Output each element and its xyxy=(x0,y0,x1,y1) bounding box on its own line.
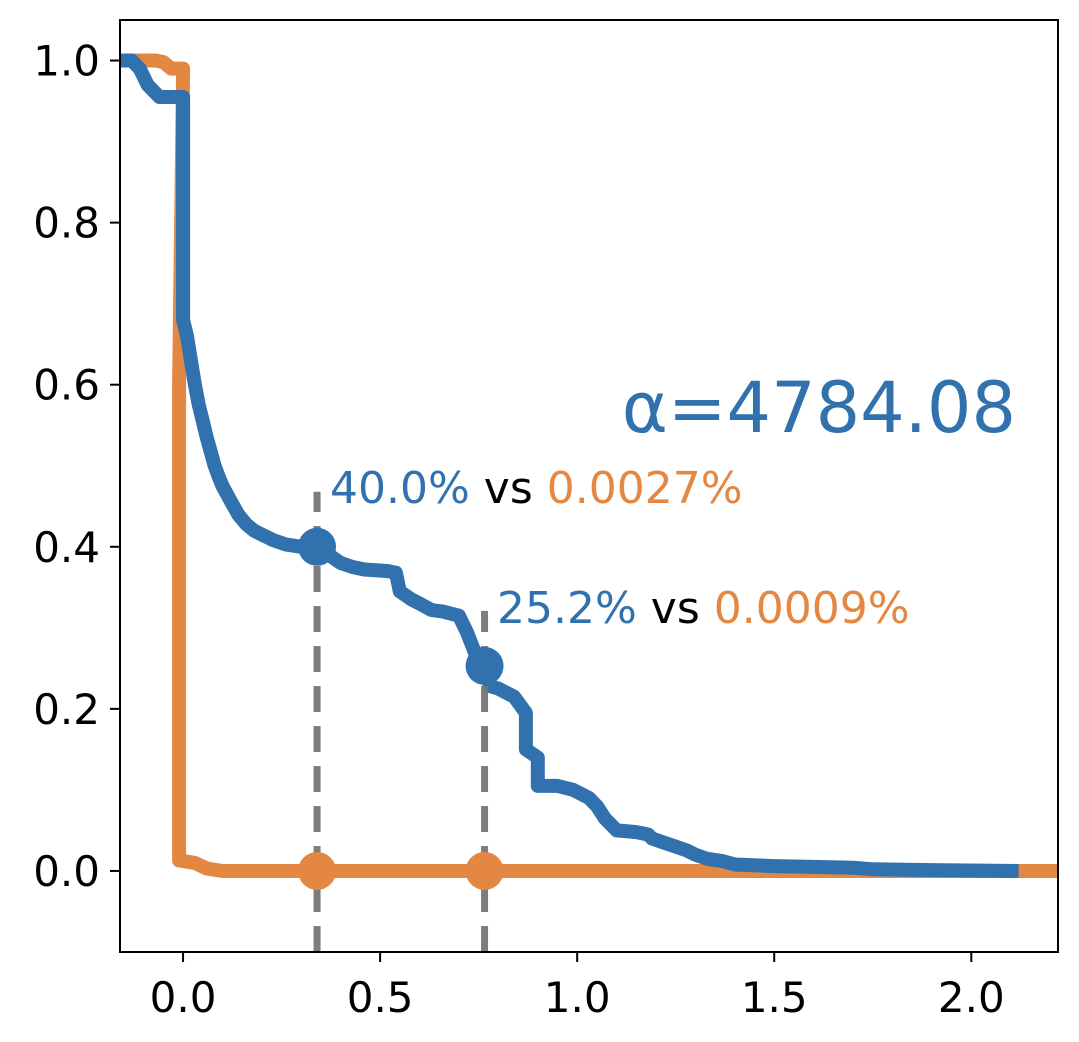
x-tick-label: 2.0 xyxy=(938,973,1005,1022)
x-tick-label: 1.5 xyxy=(741,973,808,1022)
threshold-label-space xyxy=(533,463,547,514)
y-tick-label: 1.0 xyxy=(33,37,100,86)
orange-series-line xyxy=(120,53,1058,878)
threshold-layer xyxy=(298,491,504,952)
x-tick-label: 0.5 xyxy=(347,973,414,1022)
threshold-label-vs-word: vs xyxy=(651,583,700,634)
threshold-label-blue: 25.2% xyxy=(497,583,637,634)
blue-marker xyxy=(298,527,337,566)
threshold-label-vs xyxy=(470,463,484,514)
threshold-label-space xyxy=(700,583,714,634)
x-tick-label: 0.0 xyxy=(150,973,217,1022)
orange-marker xyxy=(465,851,504,890)
threshold-label-blue: 40.0% xyxy=(330,463,470,514)
threshold-label-orange: 0.0009% xyxy=(714,583,910,634)
alpha-annotation: α=4784.08 xyxy=(622,367,1016,449)
y-tick-label: 0.6 xyxy=(33,361,100,410)
threshold-label: 40.0% vs 0.0027% xyxy=(330,463,743,514)
ticks-layer: 0.0 0.5 1.0 1.5 2.0 0.0 0.2 0.4 0.6 0.8 1.0 xyxy=(33,37,1004,1022)
y-tick-label: 0.2 xyxy=(33,685,100,734)
threshold-label-vs xyxy=(637,583,651,634)
threshold-label: 25.2% vs 0.0009% xyxy=(497,583,910,634)
series-layer xyxy=(120,53,1058,878)
y-tick-label: 0.4 xyxy=(33,523,100,572)
x-tick-label: 1.0 xyxy=(544,973,611,1022)
blue-series-line xyxy=(120,53,1019,878)
threshold-label-orange: 0.0027% xyxy=(547,463,743,514)
plot-frame xyxy=(119,19,1059,953)
y-tick-label: 0.0 xyxy=(33,847,100,896)
orange-marker xyxy=(298,851,337,890)
y-tick-label: 0.8 xyxy=(33,199,100,248)
threshold-label-vs-word: vs xyxy=(484,463,533,514)
blue-marker xyxy=(465,646,504,685)
